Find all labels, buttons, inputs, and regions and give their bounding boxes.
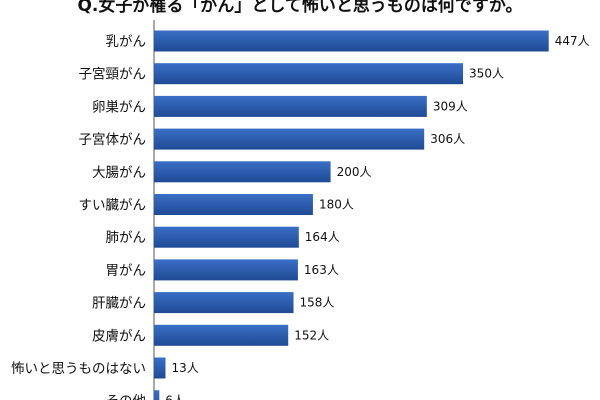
bar <box>154 63 464 85</box>
category-label: 乳がん <box>106 34 147 50</box>
category-label: すい臓がん <box>79 198 147 214</box>
data-label: 152人 <box>294 328 329 342</box>
data-label: 164人 <box>305 230 340 244</box>
category-label: 子宮頸がん <box>79 67 147 83</box>
bar <box>154 226 299 248</box>
data-label: 6人 <box>165 394 185 400</box>
data-label: 447人 <box>555 34 590 48</box>
data-label: 350人 <box>469 67 504 81</box>
category-label: 卵巣がん <box>92 99 146 115</box>
category-label: 子宮体がん <box>79 132 147 148</box>
data-label: 200人 <box>337 165 372 179</box>
bar <box>154 324 289 346</box>
bar <box>154 292 294 314</box>
category-label: 肝臓がん <box>92 296 146 312</box>
category-label: 大腸がん <box>92 165 146 181</box>
data-label: 163人 <box>304 263 339 277</box>
chart-title: Q.女子が罹る「がん」として怖いと思うものは何ですか。 <box>77 0 523 16</box>
category-label: 皮膚がん <box>92 328 146 344</box>
data-label: 180人 <box>319 198 354 212</box>
category-label: 怖いと思うものはない <box>11 360 146 377</box>
data-label: 306人 <box>430 132 465 146</box>
bar <box>154 30 549 52</box>
category-label: 胃がん <box>106 263 147 279</box>
bar <box>154 259 298 281</box>
data-label: 158人 <box>300 296 335 310</box>
data-label: 309人 <box>433 99 468 113</box>
bar <box>154 357 166 379</box>
bar <box>154 95 427 117</box>
data-label: 13人 <box>171 361 198 375</box>
bar <box>154 390 160 400</box>
bar <box>154 128 425 150</box>
category-label: 肺がん <box>106 230 147 246</box>
category-label: その他 <box>106 394 147 400</box>
bar <box>154 194 313 215</box>
bar <box>154 161 331 183</box>
